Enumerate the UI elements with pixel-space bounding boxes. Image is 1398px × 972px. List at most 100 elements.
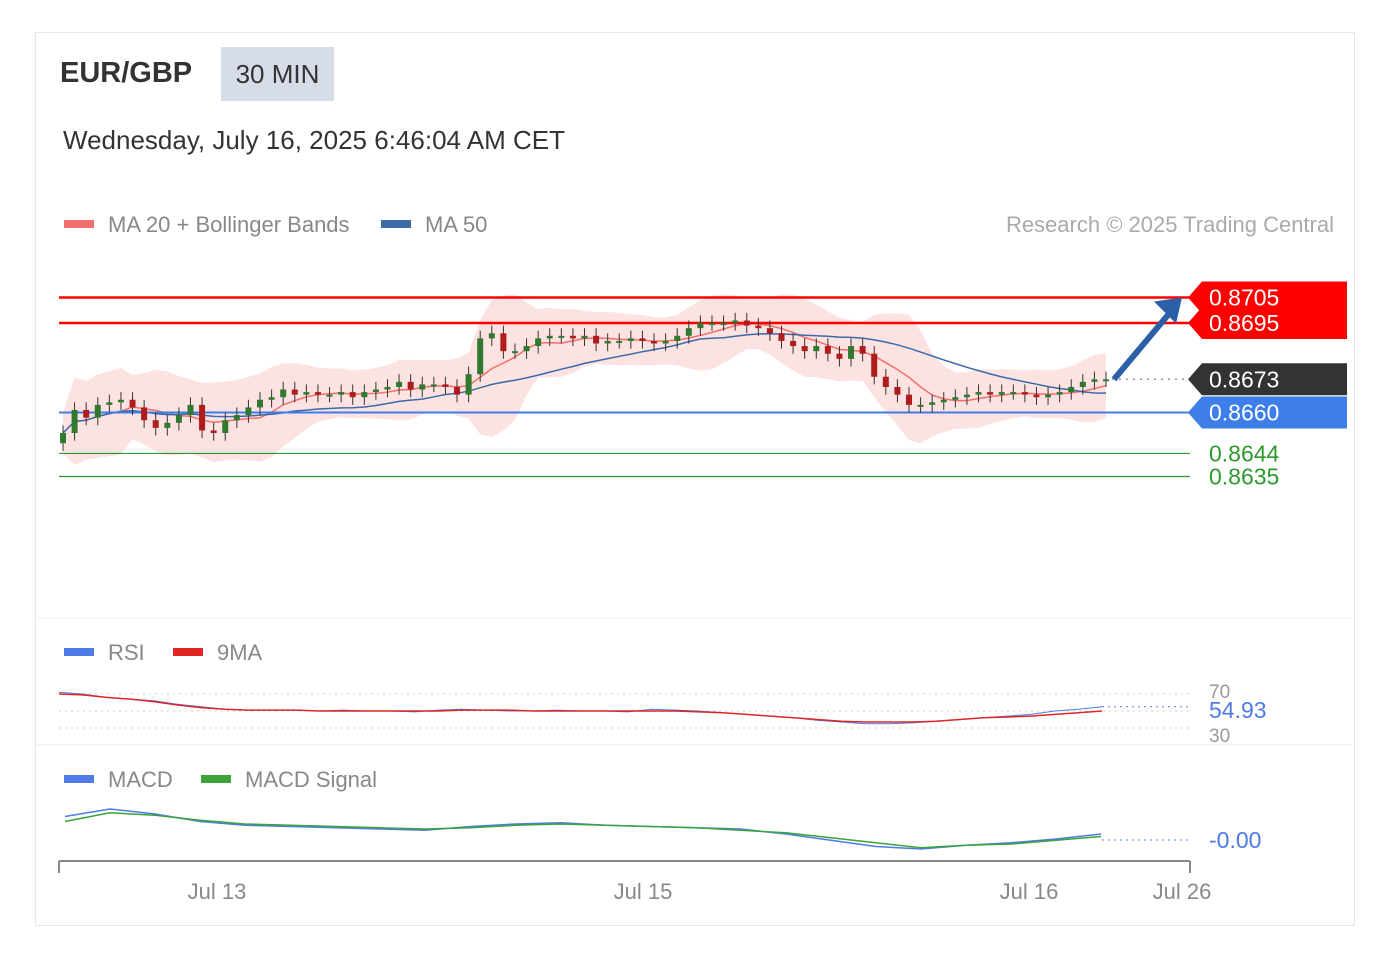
candle-body [998,392,1005,395]
key-levels [59,296,1190,478]
macd-legend: MACD MACD Signal [64,767,377,792]
candle-body [546,335,553,339]
candle-body [303,392,310,395]
rsi-level-30: 30 [1209,726,1230,747]
candle-body [1068,386,1075,393]
candle-body [187,404,194,416]
candle-body [940,399,947,403]
rsi-level-70: 70 [1209,682,1230,703]
candle-body [1056,392,1063,395]
candle-body [384,386,391,390]
level-badge-0.8695 [1188,307,1347,340]
candle-body [419,384,426,390]
candle-body [905,394,912,405]
candle-body [882,376,889,387]
rsi-ma-line [58,693,1103,723]
rsi-value: 54.93 [1209,697,1267,723]
candle-body [488,333,495,339]
level-label-0.8695: 0.8695 [1209,310,1279,336]
candle-body [824,346,831,354]
candle-body [836,353,843,359]
candle-body [813,346,820,352]
candle-body [790,340,797,347]
macd-value: -0.00 [1209,827,1261,853]
candle-body [778,333,785,341]
candle-body [755,325,762,329]
candle-body [430,384,437,387]
candle-body [141,407,148,421]
candle-body [338,392,345,395]
level-badge-0.8705 [1188,281,1347,314]
candle-body [71,409,78,433]
timestamp: Wednesday, July 16, 2025 6:46:04 AM CET [63,125,565,155]
candle-body [581,335,588,339]
candle-body [558,335,565,338]
candles [60,312,1109,451]
candle-body [268,397,275,400]
candle-body [1091,379,1098,382]
candle-body [106,402,113,405]
candle-body [291,389,298,395]
candle-body [1079,381,1086,387]
bollinger-bands [63,294,1106,465]
candle-body [894,386,901,395]
ma50-legend-label: MA 50 [425,212,487,237]
x-axis: Jul 13 Jul 15 Jul 16 Jul 26 [58,860,1212,904]
currency-pair-title: EUR/GBP [60,57,193,89]
level-label-0.8635: 0.8635 [1209,463,1279,489]
ma50-legend-swatch [381,220,411,228]
candle-body [117,399,124,403]
candle-body [952,397,959,400]
candle-body [83,409,90,418]
x-tick-label: Jul 26 [1153,879,1212,904]
forecast-arrow-head [1154,297,1182,324]
candle-body [848,346,855,359]
candle-body [152,420,159,428]
timeframe-badge[interactable]: 30 MIN [221,47,334,101]
candle-body [164,422,171,428]
candle-body [465,374,472,395]
candle-body [94,404,101,418]
candle-body [569,335,576,339]
rsi-legend: RSI 9MA [64,640,263,665]
macd-panel: -0.00 [64,808,1261,853]
candle-body [326,394,333,397]
chart-card: EUR/GBP 30 MIN Wednesday, July 16, 2025 … [35,32,1355,926]
macd-line [64,808,1102,850]
candle-body [1010,392,1017,395]
candle-body [917,404,924,407]
level-label-0.8660: 0.8660 [1209,400,1279,426]
candle-body [60,433,66,444]
candle-body [372,389,379,393]
candle-body [593,335,600,344]
candle-body [627,338,634,341]
rsi-ma-legend-label: 9MA [217,640,263,665]
candle-body [1103,379,1109,382]
candle-body [361,392,368,398]
candle-body [708,323,715,326]
candle-body [604,340,611,344]
candle-body [442,384,449,387]
candle-body [280,389,287,398]
x-tick-label: Jul 13 [188,879,247,904]
candle-body [477,338,484,375]
candle-body [697,323,704,329]
candle-body [639,338,646,341]
level-label-0.8705: 0.8705 [1209,284,1279,310]
candle-body [175,415,182,423]
candle-body [1033,394,1040,398]
candle-body [222,420,229,433]
ma20-legend-swatch [64,220,94,228]
level-label-0.8673: 0.8673 [1209,366,1279,392]
candle-body [511,351,518,354]
candle-body [454,386,461,395]
level-badge-0.8660 [1188,396,1347,429]
candle-body [685,328,692,336]
candle-body [233,415,240,421]
candle-body [743,320,750,326]
candle-body [199,404,206,431]
candle-body [987,392,994,395]
level-label-0.8644: 0.8644 [1209,440,1280,466]
rsi-legend-swatch [64,648,94,656]
